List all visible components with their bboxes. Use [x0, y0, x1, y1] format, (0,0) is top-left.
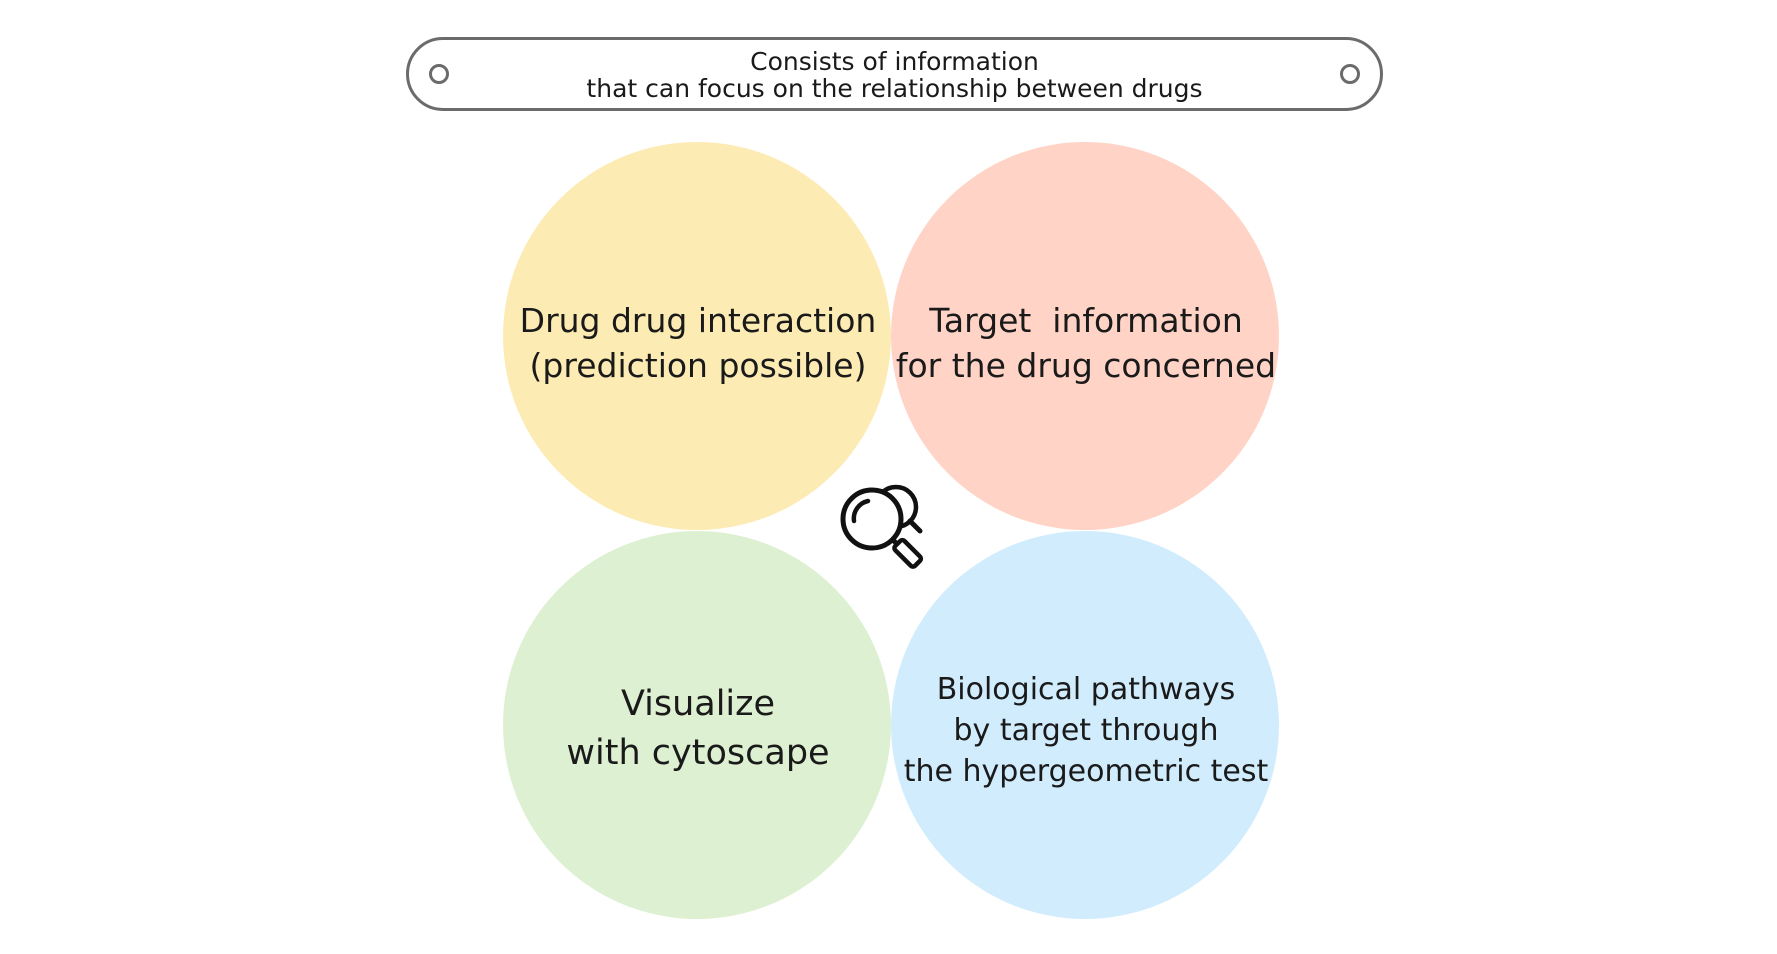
label-visualize-line-1: Visualize [620, 684, 776, 724]
magnifier-icon [840, 484, 924, 569]
label-target-information: Target information for the drug concerne… [891, 298, 1281, 388]
label-visualize-line-2: with cytoscape [566, 733, 830, 773]
label-biological-pathways: Biological pathways by target through th… [891, 669, 1281, 792]
label-biological-pathways-line-3: the hypergeometric test [903, 754, 1269, 789]
banner-line-2: that can focus on the relationship betwe… [586, 74, 1203, 103]
label-visualize: Visualize with cytoscape [503, 680, 893, 778]
circle-biological-pathways [891, 531, 1279, 919]
header-banner: Consists of information that can focus o… [406, 37, 1383, 111]
label-drug-interaction-line-1: Drug drug interaction [519, 301, 877, 340]
circle-visualize [503, 531, 891, 919]
banner-right-dot [1340, 64, 1360, 84]
banner-line-1: Consists of information [750, 47, 1039, 76]
label-target-information-line-2: for the drug concerned [895, 346, 1277, 385]
label-target-information-line-1: Target information [929, 301, 1243, 340]
circle-target-information [891, 142, 1279, 530]
label-biological-pathways-line-2: by target through [953, 713, 1219, 748]
label-biological-pathways-line-1: Biological pathways [936, 672, 1236, 707]
circle-drug-interaction [503, 142, 891, 530]
banner-left-dot [429, 64, 449, 84]
label-drug-interaction: Drug drug interaction (prediction possib… [503, 298, 893, 388]
label-drug-interaction-line-2: (prediction possible) [529, 346, 867, 385]
banner-text: Consists of information that can focus o… [469, 48, 1320, 102]
